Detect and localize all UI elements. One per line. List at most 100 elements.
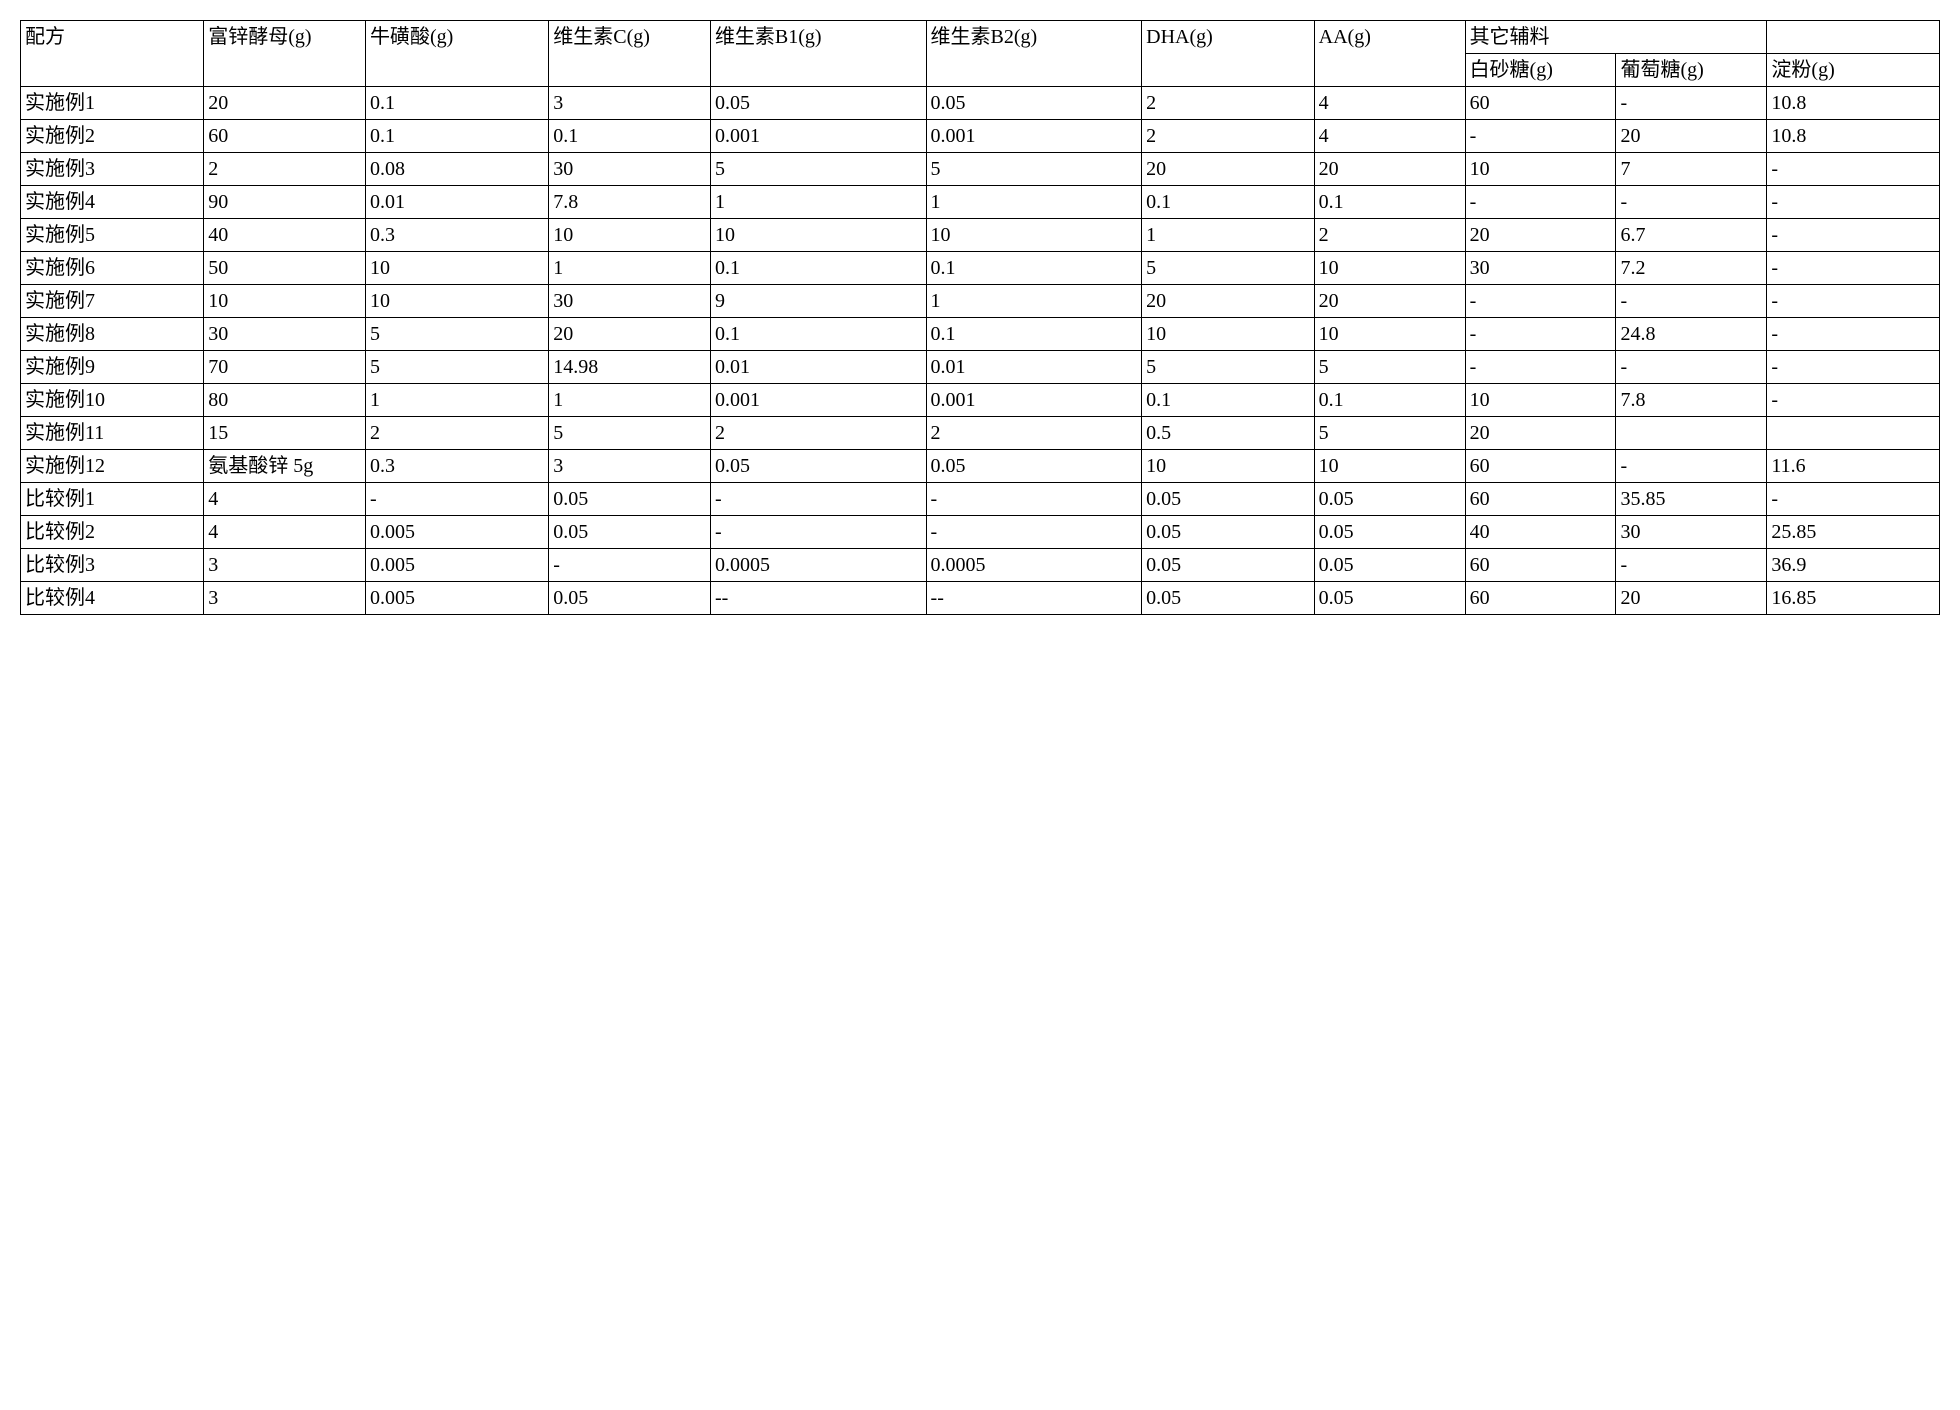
table-cell: 10 (1314, 450, 1465, 483)
table-cell: 0.1 (1142, 186, 1314, 219)
table-cell: 0.1 (926, 252, 1142, 285)
table-cell: 10 (1142, 318, 1314, 351)
table-row: 比较例240.0050.05--0.050.05403025.85 (21, 516, 1940, 549)
table-cell: 10 (365, 285, 548, 318)
table-cell: 4 (204, 483, 366, 516)
row-label: 实施例5 (21, 219, 204, 252)
table-cell: 1 (926, 186, 1142, 219)
table-cell: 40 (204, 219, 366, 252)
table-row: 实施例1080110.0010.0010.10.1107.8- (21, 384, 1940, 417)
table-cell: 2 (710, 417, 926, 450)
table-cell: 60 (1465, 450, 1616, 483)
table-cell: - (1465, 351, 1616, 384)
table-cell: 20 (1142, 153, 1314, 186)
table-cell: 0.05 (549, 516, 711, 549)
table-cell: 20 (1465, 417, 1616, 450)
table-cell: 20 (1314, 285, 1465, 318)
table-cell: 10 (365, 252, 548, 285)
table-cell: - (1767, 285, 1940, 318)
table-cell: 60 (1465, 582, 1616, 615)
table-cell: 20 (1314, 153, 1465, 186)
table-cell: 2 (204, 153, 366, 186)
table-cell: 80 (204, 384, 366, 417)
table-cell: 10 (204, 285, 366, 318)
table-cell: 0.001 (710, 384, 926, 417)
table-cell: 20 (1616, 120, 1767, 153)
table-cell: - (1616, 186, 1767, 219)
table-cell: 30 (1465, 252, 1616, 285)
table-row: 实施例320.0830552020107- (21, 153, 1940, 186)
table-cell: 7.2 (1616, 252, 1767, 285)
table-cell: 10 (1314, 252, 1465, 285)
header-glucose: 葡萄糖(g) (1616, 54, 1767, 87)
table-cell: 60 (1465, 87, 1616, 120)
table-cell: 15 (204, 417, 366, 450)
row-label: 比较例4 (21, 582, 204, 615)
row-label: 实施例6 (21, 252, 204, 285)
table-cell: 0.08 (365, 153, 548, 186)
table-cell: 0.05 (1314, 483, 1465, 516)
table-cell: 2 (1142, 87, 1314, 120)
table-cell: 60 (204, 120, 366, 153)
table-cell: 0.005 (365, 582, 548, 615)
row-label: 实施例12 (21, 450, 204, 483)
table-cell: 1 (549, 384, 711, 417)
table-cell: 0.3 (365, 219, 548, 252)
table-cell: 20 (1616, 582, 1767, 615)
table-cell: -- (710, 582, 926, 615)
table-cell: 40 (1465, 516, 1616, 549)
header-vb1: 维生素B1(g) (710, 21, 926, 87)
table-cell: - (1767, 483, 1940, 516)
table-cell: 0.1 (710, 252, 926, 285)
table-cell: 0.0005 (926, 549, 1142, 582)
table-cell: 7.8 (549, 186, 711, 219)
table-cell: 0.1 (365, 87, 548, 120)
table-cell: 10 (710, 219, 926, 252)
table-cell (1767, 417, 1940, 450)
table-row: 实施例5400.310101012206.7- (21, 219, 1940, 252)
table-cell: 16.85 (1767, 582, 1940, 615)
table-cell: 7.8 (1616, 384, 1767, 417)
table-cell: 0.1 (1314, 186, 1465, 219)
table-cell: - (926, 483, 1142, 516)
table-cell: - (1616, 549, 1767, 582)
table-cell: 20 (204, 87, 366, 120)
table-cell: - (1767, 351, 1940, 384)
table-cell: 0.1 (926, 318, 1142, 351)
table-cell: - (1767, 186, 1940, 219)
table-cell: 5 (926, 153, 1142, 186)
row-label: 实施例1 (21, 87, 204, 120)
table-cell: 6.7 (1616, 219, 1767, 252)
table-cell: 60 (1465, 483, 1616, 516)
table-row: 比较例430.0050.05----0.050.05602016.85 (21, 582, 1940, 615)
row-label: 实施例8 (21, 318, 204, 351)
header-dha: DHA(g) (1142, 21, 1314, 87)
table-row: 实施例8305200.10.11010-24.8- (21, 318, 1940, 351)
row-label: 比较例2 (21, 516, 204, 549)
table-cell: 5 (549, 417, 711, 450)
table-cell: - (365, 483, 548, 516)
table-cell: 5 (1314, 417, 1465, 450)
row-label: 比较例3 (21, 549, 204, 582)
table-cell: 14.98 (549, 351, 711, 384)
table-cell: 0.1 (549, 120, 711, 153)
table-cell: 50 (204, 252, 366, 285)
table-cell: 0.001 (926, 384, 1142, 417)
table-cell: - (1465, 318, 1616, 351)
table-cell: 0.05 (1314, 516, 1465, 549)
table-cell: 3 (204, 582, 366, 615)
table-cell: - (1616, 351, 1767, 384)
table-cell: - (710, 516, 926, 549)
table-cell: 0.05 (1142, 582, 1314, 615)
table-cell: 4 (1314, 120, 1465, 153)
header-aa: AA(g) (1314, 21, 1465, 87)
table-row: 比较例14-0.05--0.050.056035.85- (21, 483, 1940, 516)
header-formula: 配方 (21, 21, 204, 87)
table-cell: 4 (204, 516, 366, 549)
row-label: 实施例3 (21, 153, 204, 186)
table-cell: 0.001 (926, 120, 1142, 153)
table-cell: 0.01 (710, 351, 926, 384)
table-cell: 0.05 (1314, 549, 1465, 582)
table-cell: 3 (549, 450, 711, 483)
header-zinc-yeast: 富锌酵母(g) (204, 21, 366, 87)
